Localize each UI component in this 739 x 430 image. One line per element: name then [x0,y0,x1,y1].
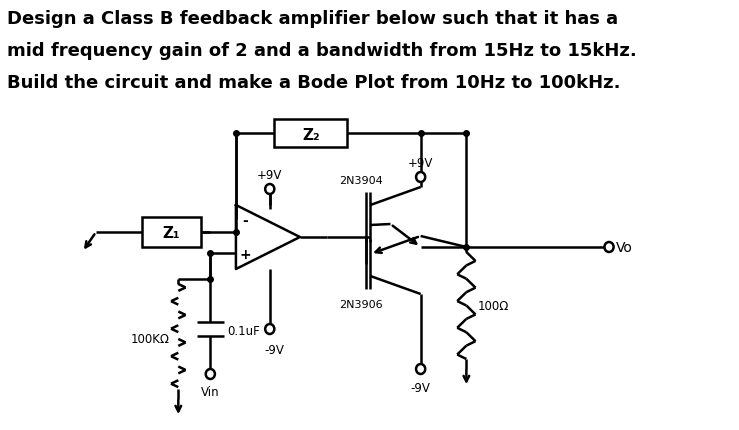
Text: 2N3906: 2N3906 [339,299,383,309]
Text: -9V: -9V [411,381,431,394]
Text: +9V: +9V [408,157,433,169]
Text: Z₂: Z₂ [302,127,320,142]
Text: -: - [242,214,248,227]
Text: 0.1uF: 0.1uF [227,325,259,338]
Text: -9V: -9V [265,343,285,356]
Bar [274,120,347,147]
Text: Design a Class B feedback amplifier below such that it has a: Design a Class B feedback amplifier belo… [7,10,619,28]
Text: +: + [239,247,251,261]
Text: +9V: +9V [257,169,282,181]
Text: Build the circuit and make a Bode Plot from 10Hz to 100kHz.: Build the circuit and make a Bode Plot f… [7,74,621,92]
Text: Vin: Vin [201,385,219,398]
Bar [142,218,201,247]
Text: mid frequency gain of 2 and a bandwidth from 15Hz to 15kHz.: mid frequency gain of 2 and a bandwidth … [7,42,637,60]
Text: Vo: Vo [616,240,633,255]
Text: 100Ω: 100Ω [477,299,508,312]
Text: Z₁: Z₁ [163,226,180,241]
Text: 2N3904: 2N3904 [339,175,383,186]
Text: 100KΩ: 100KΩ [130,333,169,346]
